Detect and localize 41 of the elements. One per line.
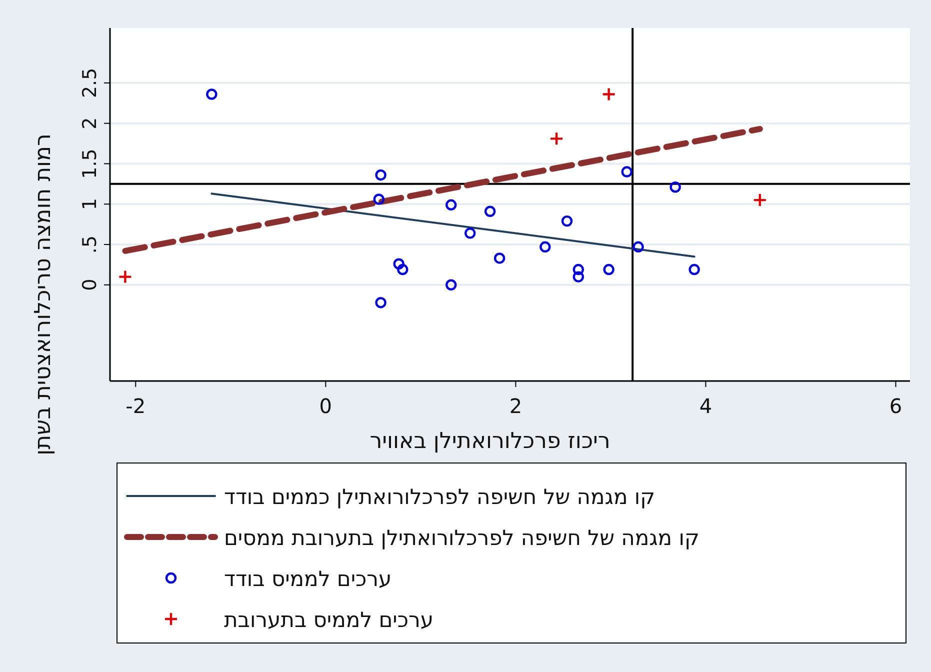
point xyxy=(393,258,404,270)
point xyxy=(464,228,476,239)
x-tick-label: 0 xyxy=(319,394,332,418)
y-tick-label: 1.5 xyxy=(79,148,101,179)
y-tick-label: 2.5 xyxy=(79,68,101,98)
y-tick-label: 2 xyxy=(79,117,101,130)
legend-label: ערכים לממיס בתערובת xyxy=(224,608,434,632)
point xyxy=(603,264,614,276)
point xyxy=(375,297,386,308)
point xyxy=(621,166,632,178)
point xyxy=(375,169,386,181)
point xyxy=(572,264,584,276)
x-tick-label: 4 xyxy=(699,394,712,418)
x-tick-label: -2 xyxy=(126,394,146,418)
point xyxy=(752,192,767,208)
point xyxy=(445,199,457,211)
point xyxy=(549,132,564,146)
point xyxy=(484,206,496,217)
y-tick-label: .5 xyxy=(79,235,101,254)
x-tick-label: 2 xyxy=(509,394,522,418)
point xyxy=(632,241,644,253)
y-axis-title: רמות חומצה טריכלורואצטית בשתן xyxy=(31,134,56,456)
point xyxy=(602,87,616,102)
y-tick-label: 0 xyxy=(79,278,101,291)
legend-label: קו מגמה של חשיפה לפרכלורואתילן כממים בודד xyxy=(224,485,656,509)
y-tick-label: 1 xyxy=(79,198,101,210)
point xyxy=(670,182,681,193)
point xyxy=(494,252,506,264)
point xyxy=(206,88,218,100)
point xyxy=(118,270,132,284)
point xyxy=(561,215,573,227)
point xyxy=(540,241,551,253)
point xyxy=(397,264,408,276)
x-axis-title: ריכוז פרכלורואתילן באוויר xyxy=(370,429,610,454)
point xyxy=(572,271,584,282)
legend-label: ערכים לממיס בודד xyxy=(224,567,392,591)
x-tick-label: 6 xyxy=(889,394,902,418)
legend-label: קו מגמה של חשיפה לפרכלורואתילן בתערובת ממסים xyxy=(224,526,700,550)
point xyxy=(373,194,384,205)
point xyxy=(688,264,700,276)
point xyxy=(445,279,457,290)
